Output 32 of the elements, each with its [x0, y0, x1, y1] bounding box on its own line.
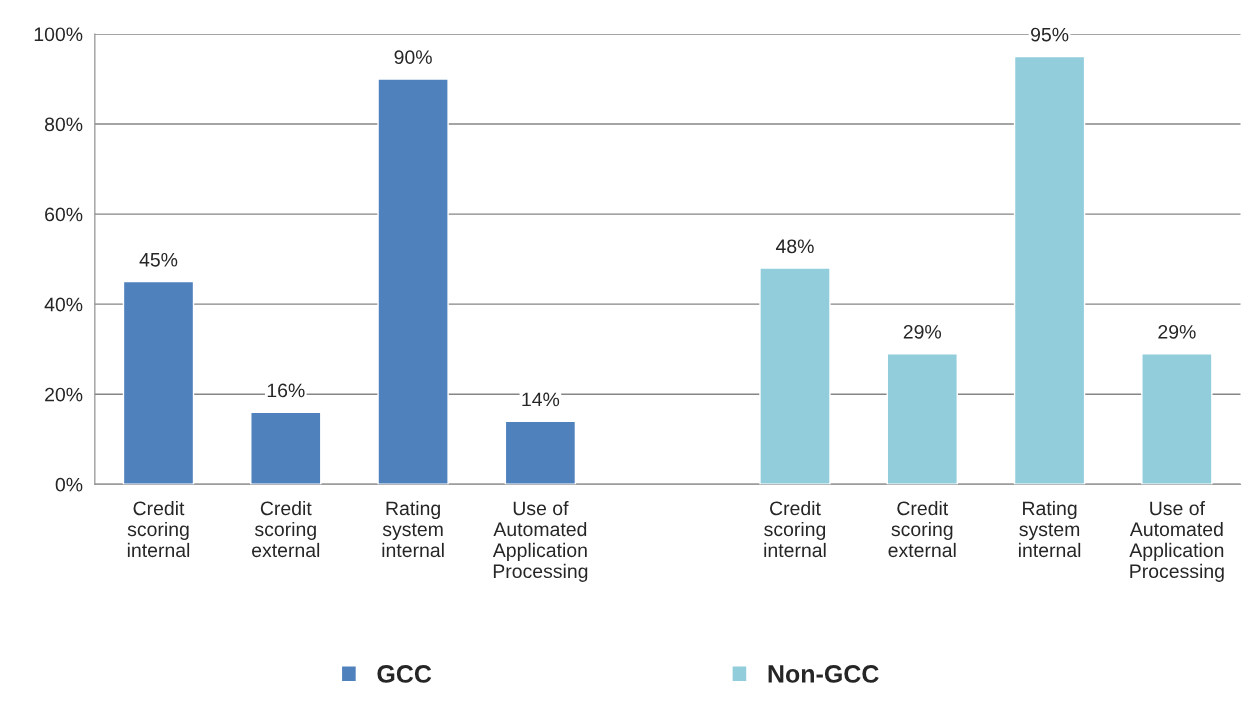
y-tick-label: 20%: [45, 387, 83, 402]
legend-label: GCC: [377, 665, 432, 683]
bar: [377, 78, 449, 485]
x-tick-label: Credit scoring external: [888, 500, 956, 558]
x-tick-label: Credit scoring internal: [764, 500, 826, 558]
x-tick-label: Use of Automated Application Processing: [492, 500, 588, 582]
bar: [504, 420, 577, 485]
x-tick-label: Credit scoring internal: [127, 500, 190, 558]
y-tick-label: 0%: [55, 477, 83, 492]
bar: [886, 352, 958, 485]
y-tick-label: 100%: [34, 27, 83, 42]
data-label: 48%: [775, 239, 814, 254]
y-tick-label: 60%: [45, 207, 83, 222]
data-label: 95%: [1031, 27, 1069, 42]
x-tick-label: Use of Automated Application Processing: [1129, 500, 1224, 582]
y-tick-label: 40%: [44, 297, 83, 312]
x-tick-label: Rating system internal: [382, 500, 444, 558]
bar: [250, 411, 322, 485]
data-label: 90%: [394, 50, 432, 65]
bar: [1013, 55, 1086, 485]
bar: [759, 267, 831, 485]
bar: [122, 280, 195, 485]
data-label: 29%: [1158, 324, 1196, 339]
data-label: 29%: [903, 324, 942, 339]
legend-label: Non-GCC: [768, 665, 879, 683]
x-tick-label: Credit scoring external: [252, 500, 320, 558]
bar: [1141, 352, 1213, 485]
data-label: 45%: [139, 252, 178, 267]
y-tick-label: 80%: [44, 117, 83, 132]
data-label: 14%: [522, 392, 560, 407]
x-tick-label: Rating system internal: [1018, 500, 1081, 558]
data-label: 16%: [267, 383, 305, 398]
